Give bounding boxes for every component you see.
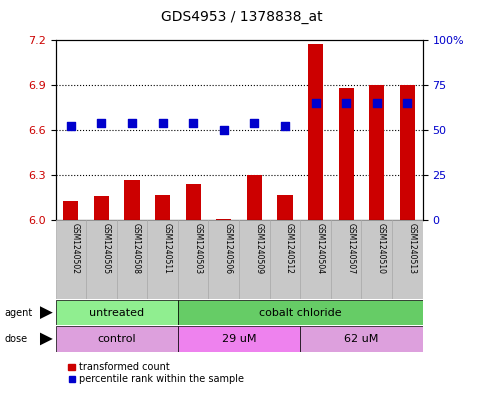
Text: GSM1240507: GSM1240507 [346,223,355,274]
Polygon shape [40,306,53,319]
Point [98,120,105,126]
Bar [56,326,178,352]
Point [189,120,197,126]
Polygon shape [40,332,53,345]
Text: cobalt chloride: cobalt chloride [259,308,341,318]
Bar [216,219,231,220]
Point [281,123,289,130]
Text: dose: dose [4,334,28,344]
Bar [392,220,423,299]
Bar [331,220,361,299]
Bar [94,196,109,220]
Bar [56,300,178,325]
Bar [117,220,147,299]
Bar [308,44,323,220]
Bar [361,220,392,299]
Bar [56,220,86,299]
Point [220,127,227,133]
Point [67,123,75,130]
Text: GSM1240506: GSM1240506 [224,223,233,274]
Bar [277,195,293,220]
Legend: transformed count, percentile rank within the sample: transformed count, percentile rank withi… [64,358,248,388]
Text: GSM1240510: GSM1240510 [377,223,386,274]
Bar [86,220,117,299]
Bar [155,195,170,220]
Text: GSM1240508: GSM1240508 [132,223,141,274]
Bar [125,180,140,220]
Point [403,100,411,106]
Bar [178,300,423,325]
Text: GSM1240511: GSM1240511 [163,223,171,274]
Text: GDS4953 / 1378838_at: GDS4953 / 1378838_at [161,10,322,24]
Bar [185,184,201,220]
Bar [209,220,239,299]
Text: untreated: untreated [89,308,144,318]
Point [312,100,319,106]
Point [342,100,350,106]
Text: GSM1240512: GSM1240512 [285,223,294,274]
Bar [369,85,384,220]
Text: GSM1240505: GSM1240505 [101,223,111,274]
Point [159,120,167,126]
Bar [147,220,178,299]
Text: control: control [98,334,136,344]
Text: GSM1240504: GSM1240504 [315,223,325,274]
Bar [300,220,331,299]
Bar [178,220,209,299]
Text: GSM1240503: GSM1240503 [193,223,202,274]
Bar [63,201,78,220]
Bar [339,88,354,220]
Point [128,120,136,126]
Bar [247,175,262,220]
Point [373,100,381,106]
Bar [239,220,270,299]
Text: GSM1240502: GSM1240502 [71,223,80,274]
Bar [178,326,300,352]
Text: 29 uM: 29 uM [222,334,256,344]
Bar [300,326,423,352]
Text: GSM1240513: GSM1240513 [407,223,416,274]
Bar [400,85,415,220]
Point [251,120,258,126]
Text: agent: agent [4,308,33,318]
Text: GSM1240509: GSM1240509 [255,223,263,274]
Text: 62 uM: 62 uM [344,334,379,344]
Bar [270,220,300,299]
